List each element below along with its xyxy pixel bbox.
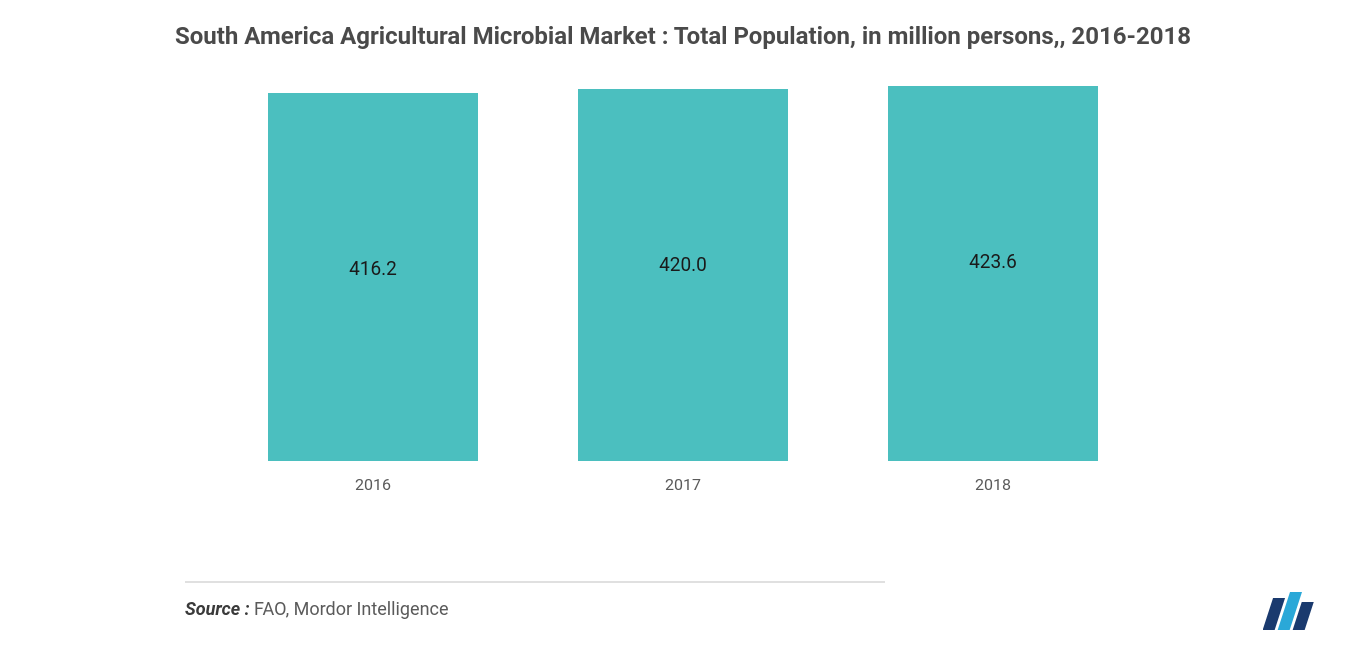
bar-group-2018: 423.6 2018 [888, 86, 1098, 493]
chart-container: South America Agricultural Microbial Mar… [0, 0, 1366, 655]
bar-2017: 420.0 [578, 89, 788, 460]
bar-group-2017: 420.0 2017 [578, 89, 788, 493]
source-text: FAO, Mordor Intelligence [250, 599, 449, 620]
source-attribution: Source : FAO, Mordor Intelligence [185, 581, 885, 620]
bar-value-label: 416.2 [349, 257, 397, 280]
bar-value-label: 423.6 [969, 250, 1017, 273]
x-axis-label: 2018 [975, 475, 1011, 494]
bar-2018: 423.6 [888, 86, 1098, 460]
chart-plot-area: 416.2 2016 420.0 2017 423.6 2018 [30, 84, 1336, 494]
x-axis-label: 2016 [355, 475, 391, 494]
bar-group-2016: 416.2 2016 [268, 93, 478, 494]
bar-value-label: 420.0 [659, 253, 707, 276]
source-prefix: Source : [185, 599, 250, 620]
chart-title: South America Agricultural Microbial Mar… [30, 20, 1336, 54]
bar-2016: 416.2 [268, 93, 478, 461]
x-axis-label: 2017 [665, 475, 701, 494]
mordor-intelligence-logo-icon [1263, 592, 1321, 630]
